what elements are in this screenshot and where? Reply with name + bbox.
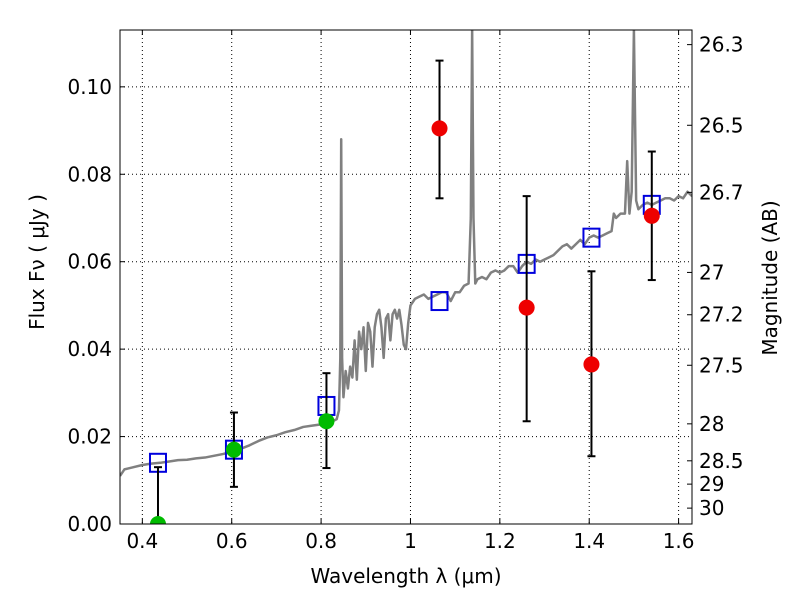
mag-tick-label: 26.7 xyxy=(699,180,744,204)
x-tick-label: 1 xyxy=(404,529,417,553)
x-tick-label: 1.4 xyxy=(573,529,605,553)
mag-tick-label: 28.5 xyxy=(699,449,744,473)
x-tick-label: 1.6 xyxy=(663,529,695,553)
grid xyxy=(120,30,692,524)
y-axis-right-label: Magnitude (AB) xyxy=(758,200,782,355)
y-tick-label: 0.06 xyxy=(67,250,112,274)
x-tick-label: 0.6 xyxy=(216,529,248,553)
mag-tick-label: 27.2 xyxy=(699,303,744,327)
mag-tick-label: 29 xyxy=(699,472,724,496)
x-tick-label: 0.8 xyxy=(305,529,337,553)
y-tick-label: 0.04 xyxy=(67,337,112,361)
plot-area xyxy=(120,30,692,524)
measured-flux-point xyxy=(149,516,166,524)
measured-flux-point xyxy=(318,413,335,430)
plot-frame xyxy=(119,29,693,525)
ticks: 0.4 0.6 0.8 1 1.2 1.4 1.6 0.00 0.02 0.04 0.06 0.08 0… xyxy=(67,30,744,553)
y-tick-label: 0.02 xyxy=(67,425,112,449)
y-tick-label: 0.00 xyxy=(67,512,112,536)
y-tick-label: 0.08 xyxy=(67,162,112,186)
model-flux-square xyxy=(582,227,601,248)
measured-flux-point xyxy=(583,356,600,373)
mag-tick-label: 27 xyxy=(699,260,724,284)
mag-tick-label: 27.5 xyxy=(699,353,744,377)
mag-tick-label: 26.3 xyxy=(699,33,744,57)
x-axis-label: Wavelength λ (μm) xyxy=(310,564,501,588)
measured-flux-point xyxy=(643,207,660,224)
mag-tick-label: 26.5 xyxy=(699,113,744,137)
measured-flux-point xyxy=(225,441,242,458)
spectrum-line xyxy=(120,30,692,477)
y-tick-label: 0.10 xyxy=(67,75,112,99)
measured-flux-point xyxy=(518,299,535,316)
x-tick-label: 1.2 xyxy=(484,529,516,553)
model-flux-square xyxy=(430,291,449,312)
mag-tick-label: 28 xyxy=(699,412,724,436)
x-tick-label: 0.4 xyxy=(126,529,158,553)
measured-flux-point xyxy=(431,120,448,137)
mag-tick-label: 30 xyxy=(699,496,724,520)
y-axis-label: Flux Fν ( μJy ) xyxy=(25,194,49,330)
